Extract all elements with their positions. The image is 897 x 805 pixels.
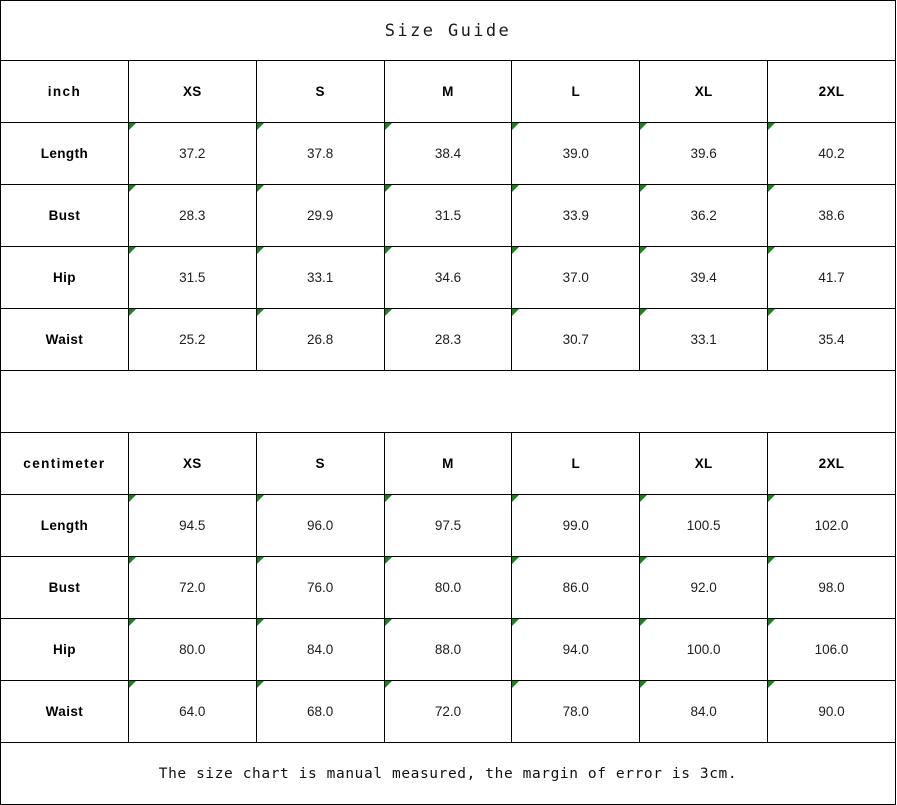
cell-cm-waist-xs: 64.0 xyxy=(127,680,257,743)
cell-inch-length-2xl: 40.2 xyxy=(767,122,896,185)
size-header-l: L xyxy=(511,60,641,123)
cell-inch-length-xs: 37.2 xyxy=(127,122,257,185)
cell-cm-waist-m: 72.0 xyxy=(383,680,513,743)
cell-cm-bust-2xl: 98.0 xyxy=(767,556,896,619)
cell-inch-length-xl: 39.6 xyxy=(639,122,769,185)
cell-cm-length-l: 99.0 xyxy=(511,494,641,557)
inch-header-row: inch XS S M L XL 2XL xyxy=(0,60,896,123)
measurement-disclaimer: The size chart is manual measured, the m… xyxy=(0,742,896,805)
row-label-length: Length xyxy=(0,122,129,185)
row-label-cm-bust: Bust xyxy=(0,556,129,619)
title-row: Size Guide xyxy=(0,0,896,61)
size-header-m: M xyxy=(383,60,513,123)
row-label-waist: Waist xyxy=(0,308,129,371)
unit-label-centimeter: centimeter xyxy=(0,432,129,495)
table-row: Waist 25.2 26.8 28.3 30.7 33.1 35.4 xyxy=(0,308,896,371)
cell-cm-hip-2xl: 106.0 xyxy=(767,618,896,681)
table-row: Bust 72.0 76.0 80.0 86.0 92.0 98.0 xyxy=(0,556,896,619)
cell-cm-bust-l: 86.0 xyxy=(511,556,641,619)
cell-inch-length-m: 38.4 xyxy=(383,122,513,185)
unit-label-inch: inch xyxy=(0,60,129,123)
cell-inch-bust-m: 31.5 xyxy=(383,184,513,247)
table-row: Hip 80.0 84.0 88.0 94.0 100.0 106.0 xyxy=(0,618,896,681)
cell-inch-hip-l: 37.0 xyxy=(511,246,641,309)
table-row: Length 37.2 37.8 38.4 39.0 39.6 40.2 xyxy=(0,122,896,185)
cell-cm-hip-m: 88.0 xyxy=(383,618,513,681)
cell-inch-bust-l: 33.9 xyxy=(511,184,641,247)
cell-cm-length-s: 96.0 xyxy=(255,494,385,557)
cell-cm-length-2xl: 102.0 xyxy=(767,494,896,557)
row-label-cm-length: Length xyxy=(0,494,129,557)
row-label-cm-hip: Hip xyxy=(0,618,129,681)
size-header-2xl: 2XL xyxy=(767,60,896,123)
cell-inch-waist-l: 30.7 xyxy=(511,308,641,371)
cell-inch-bust-s: 29.9 xyxy=(255,184,385,247)
cell-cm-hip-s: 84.0 xyxy=(255,618,385,681)
size-header-cm-xl: XL xyxy=(639,432,769,495)
cell-inch-hip-xl: 39.4 xyxy=(639,246,769,309)
size-header-cm-s: S xyxy=(255,432,385,495)
row-label-bust: Bust xyxy=(0,184,129,247)
cell-cm-hip-xl: 100.0 xyxy=(639,618,769,681)
cell-cm-bust-m: 80.0 xyxy=(383,556,513,619)
size-header-xs: XS xyxy=(127,60,257,123)
cell-inch-waist-xs: 25.2 xyxy=(127,308,257,371)
cell-inch-length-s: 37.8 xyxy=(255,122,385,185)
cell-inch-length-l: 39.0 xyxy=(511,122,641,185)
table-row: Bust 28.3 29.9 31.5 33.9 36.2 38.6 xyxy=(0,184,896,247)
cell-cm-hip-l: 94.0 xyxy=(511,618,641,681)
cell-cm-waist-s: 68.0 xyxy=(255,680,385,743)
cell-cm-bust-s: 76.0 xyxy=(255,556,385,619)
size-header-cm-2xl: 2XL xyxy=(767,432,896,495)
cell-inch-bust-xs: 28.3 xyxy=(127,184,257,247)
page-title: Size Guide xyxy=(0,0,896,61)
footer-row: The size chart is manual measured, the m… xyxy=(0,742,896,805)
cell-inch-bust-2xl: 38.6 xyxy=(767,184,896,247)
size-header-cm-l: L xyxy=(511,432,641,495)
row-label-cm-waist: Waist xyxy=(0,680,129,743)
centimeter-header-row: centimeter XS S M L XL 2XL xyxy=(0,432,896,495)
table-row: Length 94.5 96.0 97.5 99.0 100.5 102.0 xyxy=(0,494,896,557)
cell-inch-bust-xl: 36.2 xyxy=(639,184,769,247)
cell-cm-length-xl: 100.5 xyxy=(639,494,769,557)
size-header-s: S xyxy=(255,60,385,123)
cell-inch-waist-m: 28.3 xyxy=(383,308,513,371)
table-row: Waist 64.0 68.0 72.0 78.0 84.0 90.0 xyxy=(0,680,896,743)
cell-cm-bust-xs: 72.0 xyxy=(127,556,257,619)
size-header-xl: XL xyxy=(639,60,769,123)
cell-inch-waist-s: 26.8 xyxy=(255,308,385,371)
cell-cm-waist-2xl: 90.0 xyxy=(767,680,896,743)
cell-cm-hip-xs: 80.0 xyxy=(127,618,257,681)
size-header-cm-xs: XS xyxy=(127,432,257,495)
cell-cm-length-xs: 94.5 xyxy=(127,494,257,557)
size-header-cm-m: M xyxy=(383,432,513,495)
table-separator xyxy=(0,370,896,433)
table-row: Hip 31.5 33.1 34.6 37.0 39.4 41.7 xyxy=(0,246,896,309)
row-label-hip: Hip xyxy=(0,246,129,309)
cell-inch-waist-2xl: 35.4 xyxy=(767,308,896,371)
cell-cm-waist-xl: 84.0 xyxy=(639,680,769,743)
separator-row xyxy=(0,370,896,433)
cell-inch-waist-xl: 33.1 xyxy=(639,308,769,371)
cell-cm-bust-xl: 92.0 xyxy=(639,556,769,619)
cell-inch-hip-2xl: 41.7 xyxy=(767,246,896,309)
cell-cm-length-m: 97.5 xyxy=(383,494,513,557)
cell-inch-hip-s: 33.1 xyxy=(255,246,385,309)
cell-cm-waist-l: 78.0 xyxy=(511,680,641,743)
cell-inch-hip-m: 34.6 xyxy=(383,246,513,309)
cell-inch-hip-xs: 31.5 xyxy=(127,246,257,309)
